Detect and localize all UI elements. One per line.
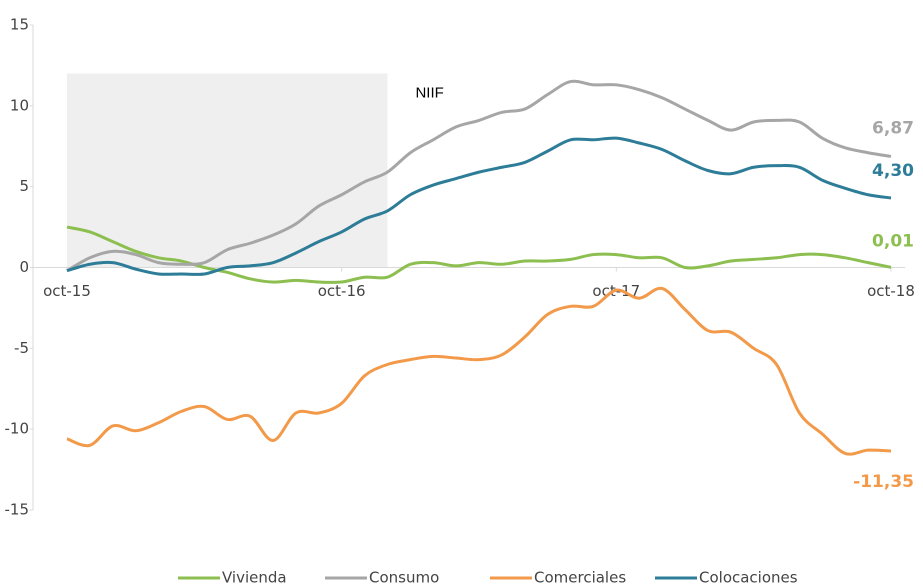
y-tick-label: 0 — [19, 258, 29, 276]
y-tick-label: -10 — [5, 420, 30, 438]
legend-label: Vivienda — [222, 569, 287, 587]
y-tick-label: 10 — [10, 96, 29, 114]
x-tick-label: oct-16 — [318, 282, 366, 300]
end-label: 4,30 — [872, 161, 914, 181]
legend-label: Colocaciones — [699, 569, 798, 587]
x-tick-label: oct-15 — [43, 282, 91, 300]
y-tick-label: 5 — [19, 177, 29, 195]
end-label: 0,01 — [872, 231, 914, 251]
x-tick-label: oct-18 — [867, 282, 915, 300]
end-label: -11,35 — [853, 472, 914, 492]
series-line — [66, 286, 892, 456]
legend-label: Comerciales — [534, 569, 626, 587]
end-label: 6,87 — [872, 118, 914, 138]
y-tick-label: -5 — [14, 339, 29, 357]
series-line — [66, 136, 892, 276]
series-line — [66, 79, 892, 273]
series-line — [66, 225, 892, 284]
y-tick-label: 15 — [10, 16, 29, 34]
highlight-label: NIIF — [415, 84, 443, 101]
y-tick-label: -15 — [5, 501, 30, 519]
highlight-region — [67, 73, 388, 268]
legend-label: Consumo — [369, 569, 439, 587]
